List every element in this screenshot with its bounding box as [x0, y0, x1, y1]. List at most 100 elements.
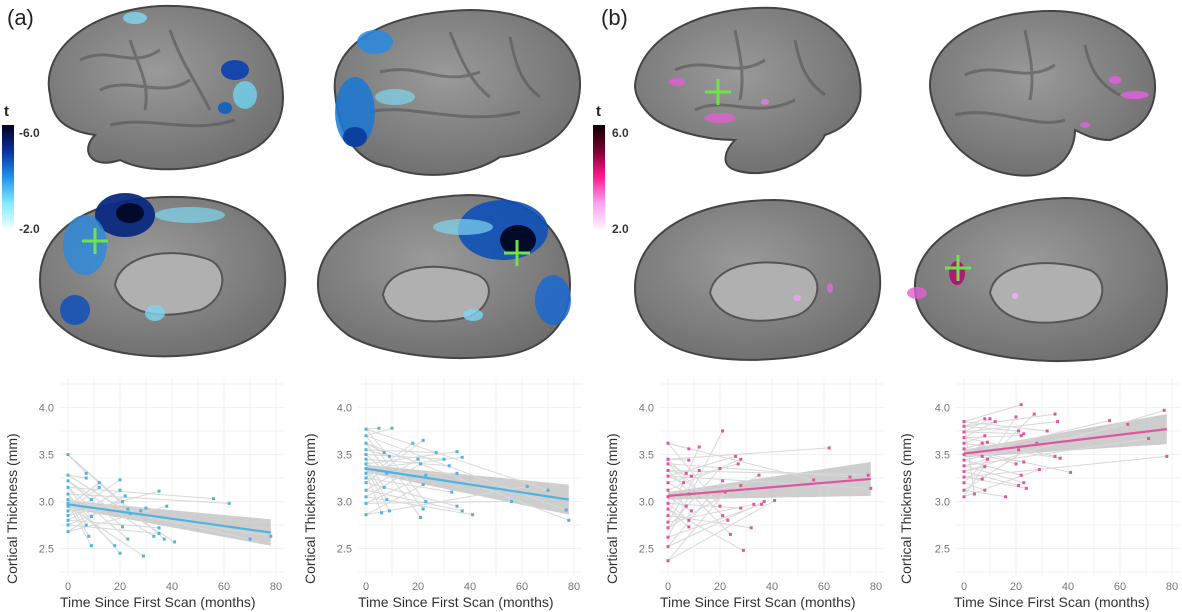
- data-point: [364, 476, 368, 480]
- y-axis-label: Cortical Thickness (mm): [4, 433, 20, 584]
- data-point: [666, 526, 670, 530]
- data-point: [1017, 484, 1021, 488]
- svg-text:60: 60: [516, 581, 528, 593]
- plot-area: 4.0 3.5 3.0 2.5 0 20 40 60 80: [639, 378, 884, 593]
- svg-text:80: 80: [1166, 581, 1178, 593]
- data-point: [227, 501, 231, 505]
- colorbar-b-max-label: 6.0: [612, 126, 629, 140]
- fit-line: [365, 467, 569, 501]
- data-point: [988, 417, 992, 421]
- svg-text:40: 40: [1062, 581, 1074, 593]
- data-point: [364, 434, 368, 438]
- data-point: [447, 464, 451, 468]
- data-point: [66, 514, 70, 518]
- svg-text:3.0: 3.0: [39, 497, 54, 509]
- data-point: [1035, 441, 1039, 445]
- data-point: [983, 434, 987, 438]
- data-point: [962, 469, 966, 473]
- data-point: [666, 520, 670, 524]
- y-axis-label: Cortical Thickness (mm): [898, 433, 914, 584]
- data-point: [421, 483, 425, 487]
- data-point: [419, 515, 423, 519]
- data-point: [697, 468, 701, 472]
- data-point: [66, 501, 70, 505]
- data-point: [66, 492, 70, 496]
- data-point: [736, 462, 740, 466]
- svg-text:4.0: 4.0: [337, 403, 352, 415]
- data-point: [1037, 468, 1041, 472]
- data-point: [460, 455, 464, 459]
- data-point: [1019, 473, 1023, 477]
- data-point: [980, 441, 984, 445]
- data-point: [666, 495, 670, 499]
- data-point: [1162, 408, 1166, 412]
- data-point: [666, 457, 670, 461]
- data-point: [118, 488, 122, 492]
- data-point: [1069, 470, 1073, 474]
- data-point: [1024, 486, 1028, 490]
- data-point: [666, 535, 670, 539]
- data-point: [1126, 422, 1130, 426]
- svg-text:2.5: 2.5: [639, 544, 654, 556]
- svg-text:40: 40: [766, 581, 778, 593]
- data-point: [567, 518, 571, 522]
- data-point: [364, 462, 368, 466]
- svg-text:3.5: 3.5: [935, 450, 950, 462]
- x-axis-label: Time Since First Scan (months): [660, 594, 856, 610]
- brain-medial-right-b: [907, 196, 1169, 363]
- data-point: [962, 441, 966, 445]
- data-point: [962, 481, 966, 485]
- svg-text:3.5: 3.5: [337, 450, 352, 462]
- colorbar-a-min-label: -2.0: [19, 222, 40, 236]
- data-point: [962, 447, 966, 451]
- data-point: [689, 474, 693, 478]
- colorbar-b-min-label: 2.0: [612, 222, 629, 236]
- data-point: [385, 471, 389, 475]
- data-point: [739, 484, 743, 488]
- svg-text:80: 80: [870, 581, 882, 593]
- data-point: [866, 473, 870, 477]
- data-point: [1108, 419, 1112, 423]
- panel-label-b: (b): [601, 5, 628, 30]
- crosshair-icon: [504, 240, 530, 266]
- data-point: [364, 441, 368, 445]
- data-point: [869, 486, 873, 490]
- data-point: [364, 457, 368, 461]
- data-point: [760, 502, 764, 506]
- data-point: [97, 481, 101, 485]
- brain-lateral-left-a: [47, 4, 284, 171]
- data-point: [165, 504, 169, 508]
- data-point: [84, 523, 88, 527]
- colorbar-a: [2, 125, 14, 228]
- data-point: [89, 544, 93, 548]
- data-point: [455, 471, 459, 475]
- data-point: [364, 471, 368, 475]
- data-point: [118, 478, 122, 482]
- data-point: [962, 458, 966, 462]
- data-point: [144, 506, 148, 510]
- data-point: [450, 490, 454, 494]
- data-point: [424, 500, 428, 503]
- svg-text:2.5: 2.5: [337, 544, 352, 556]
- data-point: [97, 485, 101, 489]
- data-point: [687, 525, 691, 529]
- data-point: [364, 481, 368, 485]
- data-point: [364, 513, 368, 517]
- data-point: [827, 446, 831, 450]
- data-point: [697, 445, 701, 449]
- data-point: [157, 531, 161, 535]
- data-point: [1022, 432, 1026, 436]
- data-point: [84, 476, 88, 480]
- data-point: [962, 424, 966, 428]
- svg-text:3.0: 3.0: [337, 497, 352, 509]
- data-point: [666, 488, 670, 492]
- data-point: [741, 548, 745, 552]
- x-axis-label: Time Since First Scan (months): [954, 594, 1150, 610]
- data-point: [212, 497, 216, 501]
- brain-lateral-left-b: [633, 6, 862, 175]
- data-point: [985, 457, 989, 461]
- data-point: [983, 488, 987, 492]
- data-point: [364, 448, 368, 452]
- data-point: [510, 500, 514, 503]
- svg-text:80: 80: [568, 581, 580, 593]
